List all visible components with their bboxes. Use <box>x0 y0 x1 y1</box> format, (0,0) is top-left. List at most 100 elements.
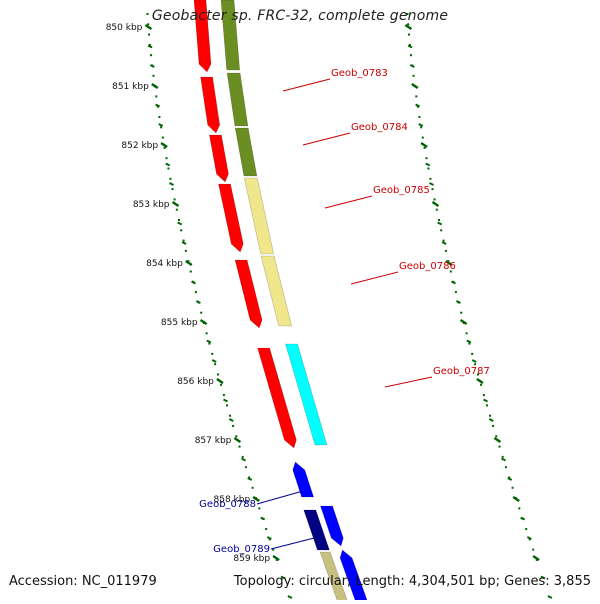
left-rail-dot <box>148 43 151 46</box>
minor-tick <box>228 418 234 422</box>
left-rail-dot <box>167 167 170 170</box>
minor-tick <box>260 516 266 521</box>
minor-tick <box>407 44 413 49</box>
features-layer[interactable] <box>193 0 371 604</box>
right-rail-dot <box>447 260 450 263</box>
genome-summary-text: Topology: circular; Length: 4,304,501 bp… <box>233 574 591 589</box>
minor-tick <box>455 300 461 304</box>
gene-label[interactable]: Geob_0787 <box>433 366 490 377</box>
gene-label-leader <box>324 195 373 209</box>
minor-tick <box>158 123 164 127</box>
gene-label[interactable]: Geob_0783 <box>331 68 388 79</box>
right-rail-dot <box>429 177 432 180</box>
minor-tick <box>520 516 526 521</box>
gene-label[interactable]: Geob_0785 <box>373 185 430 196</box>
gene-label[interactable]: Geob_0784 <box>351 122 408 133</box>
labels-layer[interactable]: Geob_0783 Geob_0784 Geob_0785 Geob_0786 Geob… <box>199 68 490 555</box>
gene-feature-khaki[interactable] <box>260 255 293 327</box>
minor-tick <box>451 280 456 285</box>
right-rail-dot <box>423 146 426 149</box>
gene-label[interactable]: Geob_0788 <box>199 499 256 510</box>
right-rail-dot <box>412 74 415 77</box>
cds-feature-red[interactable] <box>234 259 263 329</box>
gene-feature-navy[interactable] <box>303 509 330 551</box>
gene-feature-olive[interactable] <box>226 72 249 127</box>
gene-feature-khaki[interactable] <box>243 177 275 255</box>
minor-tick <box>181 241 187 245</box>
right-rail-dot <box>511 486 514 489</box>
minor-tick <box>195 300 201 304</box>
right-rail-dot <box>433 198 436 201</box>
minor-tick <box>526 536 532 540</box>
minor-tick <box>441 241 447 245</box>
kbp-tick-label: 857 kbp <box>195 436 232 446</box>
right-rail-dot <box>486 404 488 407</box>
minor-tick <box>206 339 212 344</box>
right-rail-tick <box>420 141 428 149</box>
gene-feature-cyan[interactable] <box>285 343 328 446</box>
gene-feature-tan[interactable] <box>319 551 351 604</box>
left-rail-dot <box>232 425 235 427</box>
left-rail-dot <box>147 23 150 26</box>
right-rail-dot <box>460 311 463 314</box>
right-rail-dot <box>444 249 447 252</box>
minor-tick <box>155 103 161 108</box>
left-rail-dot <box>244 466 247 469</box>
gene-label[interactable]: Geob_0789 <box>213 544 270 555</box>
minor-tick <box>466 339 472 344</box>
left-rail-dot <box>211 352 214 355</box>
right-rail-dot <box>427 167 430 170</box>
right-rail-dot <box>415 95 418 98</box>
right-rail-dot <box>438 219 440 221</box>
cds-feature-red[interactable] <box>200 76 221 134</box>
kbp-tick-label: 850 kbp <box>106 23 143 33</box>
right-rail-dot <box>408 43 411 46</box>
cds-feature-red[interactable] <box>257 347 297 449</box>
minor-tick <box>211 359 217 363</box>
accession-text: Accession: NC_011979 <box>9 574 157 589</box>
minor-tick <box>287 595 293 599</box>
right-rail-dot <box>489 414 491 417</box>
right-rail-dot <box>408 33 410 36</box>
minor-tick <box>488 418 494 422</box>
left-rail-dot <box>248 476 251 479</box>
left-rail-dot <box>160 126 163 129</box>
left-rail-tick <box>272 554 280 562</box>
cds-feature-red[interactable] <box>209 134 229 183</box>
left-rail-dot <box>189 270 192 273</box>
left-rail-tick <box>233 436 242 444</box>
right-rail-tick <box>532 554 540 562</box>
gene-feature-olive[interactable] <box>234 127 258 177</box>
right-rail-dot <box>468 342 471 345</box>
left-rail-dot <box>184 249 187 252</box>
right-rail-tick <box>411 82 419 90</box>
gene-feature-olive[interactable] <box>220 0 241 71</box>
cds-feature-red[interactable] <box>218 183 244 253</box>
kbp-tick-label: 856 kbp <box>177 377 214 387</box>
gene-feature-blue[interactable] <box>292 461 315 498</box>
gene-label-leader <box>350 271 399 285</box>
right-rail-dot <box>410 54 412 57</box>
left-rail-dot <box>161 136 164 139</box>
right-rail-dot <box>435 208 438 211</box>
right-rail-dot <box>407 23 410 26</box>
left-rail-tick <box>144 23 153 31</box>
minor-tick <box>483 398 488 403</box>
right-rail-tick <box>431 200 440 208</box>
gene-feature-blue[interactable] <box>320 505 344 547</box>
left-rail-dot <box>258 507 261 510</box>
right-rail-dot <box>471 352 474 355</box>
right-rail-dot <box>504 466 507 469</box>
right-rail-dot <box>425 157 428 160</box>
gene-label[interactable]: Geob_0786 <box>399 261 456 272</box>
left-rail-dot <box>175 208 178 211</box>
left-rail-dot <box>158 116 161 118</box>
left-rail-dot <box>200 311 203 314</box>
cds-feature-red[interactable] <box>193 0 212 73</box>
coordinate-dots-layer <box>146 13 538 561</box>
minor-tick <box>266 536 272 540</box>
left-rail-dot <box>152 74 155 77</box>
right-rail-dot <box>474 363 477 366</box>
